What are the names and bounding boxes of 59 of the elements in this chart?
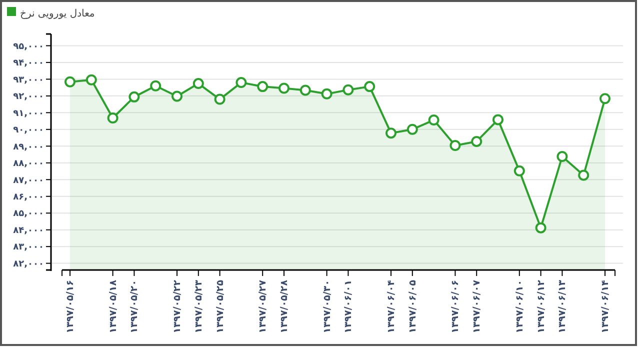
x-tick-label: ۱۳۹۷/۰۶/۰۱ <box>343 280 354 334</box>
point <box>492 114 504 126</box>
point <box>578 170 590 181</box>
point <box>128 91 140 102</box>
y-tick-label: ۹۱,۰۰۰ <box>13 108 44 119</box>
point <box>556 151 568 162</box>
y-tick-label: ۸۸,۰۰۰ <box>13 159 44 170</box>
y-tick-label: ۸۳,۰۰۰ <box>13 242 44 253</box>
y-tick-label: ۸۵,۰۰۰ <box>13 209 44 220</box>
legend-label: معادل یورویی نرخ <box>20 8 95 20</box>
point <box>192 78 204 90</box>
x-tick-label: ۱۳۹۷/۰۵/۲۵ <box>214 280 226 334</box>
y-tick-label: ۹۵,۰۰۰ <box>13 42 44 52</box>
x-tick-label: ۱۳۹۷/۰۶/۰۴ <box>386 280 397 334</box>
point <box>342 84 354 96</box>
x-tick-label: ۱۳۹۷/۰۵/۲۳ <box>193 280 204 334</box>
point <box>514 165 525 176</box>
point <box>214 94 226 105</box>
point <box>364 81 376 92</box>
point <box>406 124 418 135</box>
x-tick-label: ۱۳۹۷/۰۵/۲۷ <box>258 280 269 334</box>
x-tick-label: ۱۳۹۷/۰۶/۱۴ <box>600 280 611 334</box>
point <box>300 84 311 96</box>
x-tick-label: ۱۳۹۷/۰۵/۲۸ <box>279 280 290 334</box>
point <box>172 90 182 102</box>
x-tick-label: ۱۳۹۷/۰۵/۱۶ <box>65 280 76 334</box>
y-tick-label: ۸۲,۰۰۰ <box>13 259 44 270</box>
point <box>321 88 332 100</box>
point <box>64 76 76 88</box>
x-tick-label: ۱۳۹۷/۰۵/۱۸ <box>108 280 119 334</box>
y-tick-label: ۹۰,۰۰۰ <box>13 126 44 136</box>
point <box>257 81 268 92</box>
point <box>150 80 162 92</box>
x-tick-label: ۱۳۹۷/۰۶/۰۶ <box>450 280 462 334</box>
y-tick-label: ۸۷,۰۰۰ <box>13 176 44 186</box>
point <box>107 112 118 124</box>
x-tick-label: ۱۳۹۷/۰۶/۰۷ <box>472 280 483 334</box>
y-tick-label: ۹۳,۰۰۰ <box>13 75 44 86</box>
point <box>428 114 440 126</box>
x-tick-label: ۱۳۹۷/۰۶/۱۰ <box>514 280 526 334</box>
point <box>86 74 97 86</box>
y-tick-label: ۸۹,۰۰۰ <box>13 142 44 152</box>
y-tick-label: ۸۴,۰۰۰ <box>13 226 44 236</box>
point <box>450 140 461 151</box>
x-tick-label: ۱۳۹۷/۰۶/۱۳ <box>557 280 568 334</box>
point <box>278 82 290 94</box>
x-tick-label: ۱۳۹۷/۰۵/۲۲ <box>172 280 183 334</box>
point <box>386 128 396 139</box>
point <box>471 136 482 147</box>
x-tick-label: ۱۳۹۷/۰۶/۰۵ <box>407 280 418 334</box>
point <box>535 222 546 234</box>
y-tick-label: ۸۶,۰۰۰ <box>13 192 44 203</box>
x-tick-label: ۱۳۹۷/۰۶/۱۲ <box>536 280 547 334</box>
y-tick-label: ۹۲,۰۰۰ <box>13 92 44 102</box>
y-tick-label: ۹۴,۰۰۰ <box>13 58 44 69</box>
x-tick-label: ۱۳۹۷/۰۵/۲۰ <box>129 280 140 334</box>
point <box>600 93 610 104</box>
point <box>236 77 247 88</box>
x-tick-label: ۱۳۹۷/۰۵/۳۰ <box>322 280 333 334</box>
